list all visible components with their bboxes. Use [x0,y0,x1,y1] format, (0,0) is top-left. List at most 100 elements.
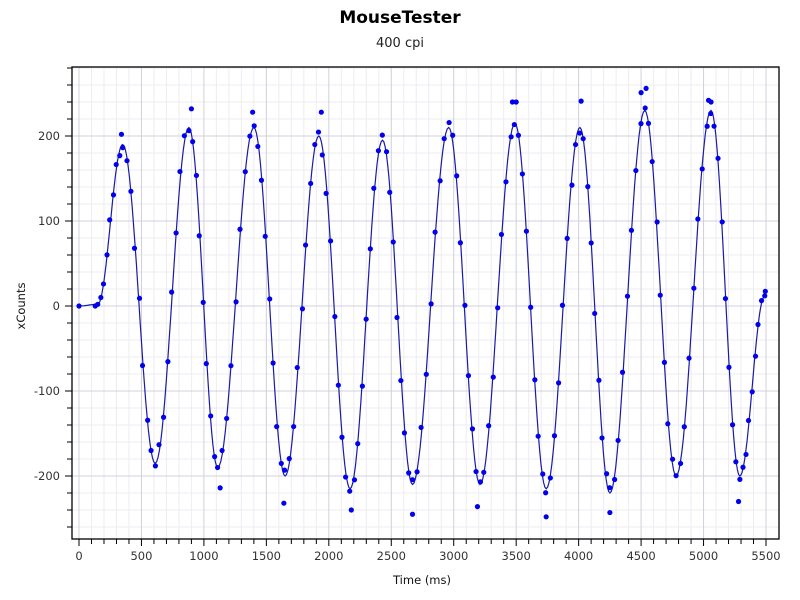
x-tick-label: 0 [75,549,82,563]
plot-frame [71,66,780,540]
data-point [383,149,390,155]
data-point [607,509,613,516]
data-point [465,373,472,379]
data-series-xcounts [76,85,768,520]
data-point [633,167,639,174]
data-point [375,148,382,154]
data-point [274,424,280,430]
data-point [343,474,349,480]
data-point [212,454,218,460]
data-point [733,459,739,465]
data-point [281,467,288,473]
data-point [247,133,253,139]
data-point [348,507,354,513]
x-tick-label: 3000 [439,549,468,563]
data-point [446,119,452,126]
data-point [691,285,697,291]
series-line [79,109,766,494]
data-point [120,145,126,151]
data-point [367,246,373,252]
data-point [255,143,261,150]
data-point [603,471,610,477]
data-point [117,153,123,159]
data-point [267,296,273,302]
data-point [486,423,492,429]
data-point [203,361,209,367]
data-point [588,240,594,246]
data-point [528,304,534,310]
data-point [401,430,408,436]
data-point [649,158,655,165]
data-point [323,190,329,196]
data-point [551,433,558,439]
data-point [406,470,412,476]
data-point [535,433,541,439]
data-point [332,313,338,320]
data-point [737,476,743,482]
data-point [104,252,110,258]
data-point [335,382,341,388]
data-point [673,473,679,479]
data-point [390,239,396,245]
data-point [76,303,82,309]
x-tick-label: 3500 [502,549,531,563]
data-point [270,360,276,366]
data-point [503,179,509,185]
data-point [188,106,195,112]
y-tick-label: -100 [34,384,60,398]
data-point [319,152,325,158]
data-point [661,359,668,365]
data-point [743,451,749,458]
data-point [237,226,243,232]
data-point [409,511,416,517]
data-point [681,424,687,430]
data-point [532,377,538,383]
data-point [695,216,701,222]
data-point [98,294,104,301]
data-point [224,415,230,422]
data-point [394,314,400,321]
data-point [251,123,257,129]
data-point [569,182,575,188]
tick-labels: 0 500 1000 1500 2000 2500 3000 3500 4000 4500 5000… [34,129,781,563]
data-point [657,292,663,298]
data-point [441,136,447,142]
data-point [498,231,505,238]
data-point [462,302,468,308]
data-point [145,417,151,423]
data-point [745,417,752,424]
data-point [124,158,130,164]
data-point [729,422,736,428]
x-tick-label: 5000 [689,549,718,563]
data-point [233,299,239,305]
data-point [749,389,755,395]
data-point [302,242,309,248]
data-point [281,500,287,506]
data-point [555,380,562,386]
data-point [156,442,162,448]
data-point [432,229,438,235]
data-point [708,99,714,105]
data-point [351,477,358,483]
data-point [740,464,746,470]
data-point [139,362,146,369]
data-point [454,173,460,179]
data-point [450,132,456,138]
data-point [477,479,484,485]
data-point [327,238,334,244]
data-point [762,288,768,294]
x-tick-label: 4500 [626,549,655,563]
data-point [379,132,385,138]
data-point [359,383,365,389]
data-point [423,371,429,377]
data-point [100,281,107,287]
y-axis-title: xCounts [14,283,28,330]
data-point [363,316,369,322]
data-point [519,171,526,177]
data-point [624,293,631,299]
data-point [208,413,214,419]
data-point [457,240,463,246]
data-point [214,464,221,471]
x-tick-label: 1500 [252,549,281,563]
